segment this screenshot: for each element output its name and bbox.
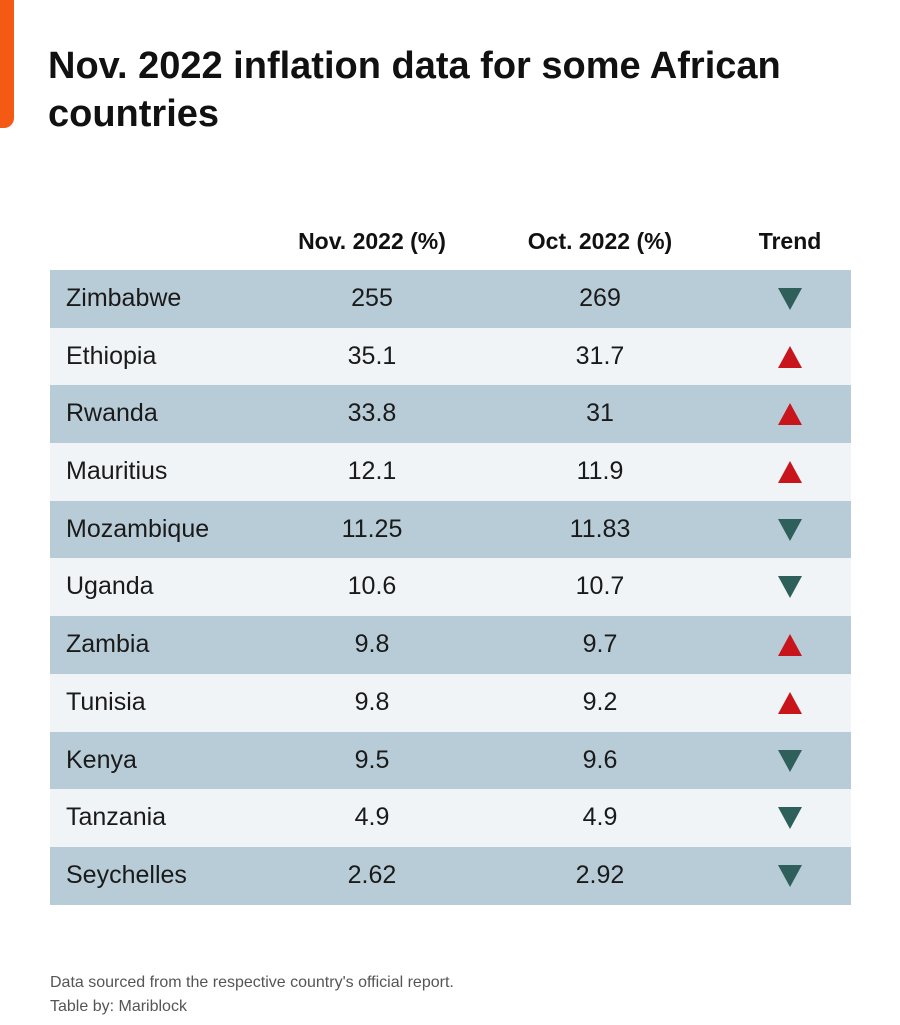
country: Seychelles <box>66 860 187 889</box>
oct-value: 31 <box>586 399 614 428</box>
oct-value: 10.7 <box>575 572 625 601</box>
column-header: Nov. 2022 (%) <box>298 228 446 254</box>
nov-value: 9.8 <box>354 630 390 659</box>
oct-value: 11.9 <box>576 457 624 486</box>
nov-value: 10.6 <box>347 572 397 601</box>
trend-arrow <box>778 461 802 484</box>
nov-value: 11.25 <box>341 514 403 543</box>
trend-arrow <box>778 518 802 541</box>
table-row: Kenya 9.5 9.6 <box>50 731 851 790</box>
source-note: Data sourced from the respective country… <box>50 974 454 991</box>
oct-value: 2.92 <box>575 860 625 889</box>
country: Uganda <box>66 572 154 601</box>
country: Zimbabwe <box>66 284 182 312</box>
trend-icon <box>778 691 802 714</box>
trend-icon <box>778 518 802 541</box>
table-row: Tunisia 9.8 9.2 <box>50 673 851 732</box>
country: Mozambique <box>66 514 210 543</box>
nov-value: 2.62 <box>347 860 397 889</box>
oct-value: 9.2 <box>582 687 618 716</box>
table-row: Uganda 10.6 10.7 <box>50 558 851 617</box>
oct-value: 9.7 <box>582 630 618 659</box>
trend-arrow <box>778 288 802 310</box>
trend-arrow <box>778 749 802 772</box>
country: Rwanda <box>66 399 158 428</box>
table-row: Zimbabwe 255 269 <box>50 270 851 328</box>
trend-icon <box>778 576 802 599</box>
trend-icon <box>778 749 802 772</box>
table-row: Rwanda 33.8 31 <box>50 385 851 444</box>
nov-value: 33.8 <box>347 399 397 428</box>
accent-bar <box>0 0 14 128</box>
oct-value: 9.6 <box>582 745 618 774</box>
table-row: Mozambique 11.25 11.83 <box>50 500 851 559</box>
country: Tanzania <box>66 803 167 832</box>
table-row: Seychelles 2.62 2.92 <box>50 846 851 905</box>
table-row: Tanzania 4.9 4.9 <box>50 789 851 847</box>
column-header: Oct. 2022 (%) <box>527 228 673 254</box>
trend-arrow <box>778 634 802 657</box>
trend-arrow <box>778 403 802 426</box>
oct-value: 269 <box>579 284 621 312</box>
country: Mauritius <box>66 457 168 486</box>
nov-value: 9.5 <box>354 745 390 774</box>
trend-icon <box>778 807 802 830</box>
trend-icon <box>778 345 802 368</box>
trend-icon <box>778 461 802 484</box>
trend-arrow <box>778 345 802 368</box>
title: Nov. 2022 inflation data for some Africa… <box>48 45 781 135</box>
nov-value: 255 <box>351 284 393 312</box>
nov-value: 9.8 <box>354 687 390 716</box>
oct-value: 11.83 <box>569 514 631 543</box>
trend-icon <box>778 288 802 310</box>
oct-value: 4.9 <box>582 803 618 832</box>
table-row: Mauritius 12.1 11.9 <box>50 443 851 501</box>
table: Zimbabwe 255 269 Ethiopia 35.1 31.7 Rwanda 33.8… <box>50 270 851 905</box>
trend-icon <box>778 403 802 426</box>
trend-arrow <box>778 691 802 714</box>
credit: Table by: Mariblock <box>50 998 187 1015</box>
trend-arrow <box>778 864 802 887</box>
country: Kenya <box>66 745 137 774</box>
trend-arrow <box>778 807 802 830</box>
table-row: Ethiopia 35.1 31.7 <box>50 327 851 386</box>
nov-value: 12.1 <box>347 457 397 486</box>
country: Ethiopia <box>66 341 157 370</box>
column-header: Trend <box>758 228 822 254</box>
trend-icon <box>778 864 802 887</box>
country: Tunisia <box>66 687 146 716</box>
country: Zambia <box>66 630 150 659</box>
table-row: Zambia 9.8 9.7 <box>50 616 851 674</box>
nov-value: 4.9 <box>354 803 390 832</box>
trend-arrow <box>778 576 802 599</box>
trend-icon <box>778 634 802 657</box>
nov-value: 35.1 <box>347 341 397 370</box>
oct-value: 31.7 <box>575 341 625 370</box>
